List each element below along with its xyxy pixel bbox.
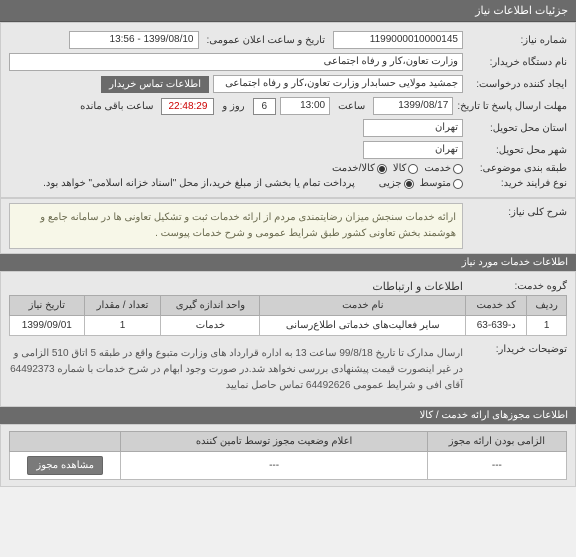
- deadline-date: 1399/08/17: [373, 97, 453, 115]
- need-no-label: شماره نیاز:: [467, 35, 567, 46]
- cell-code: د-639-63: [466, 316, 527, 336]
- radio-mid[interactable]: متوسط: [420, 178, 463, 189]
- city-label: شهر محل تحویل:: [467, 145, 567, 156]
- cell-name: سایر فعالیت‌های خدماتی اطلاع‌رسانی: [260, 316, 466, 336]
- org-name: وزارت تعاون،کار و رفاه اجتماعی: [9, 53, 463, 71]
- buy-type-radios: متوسط جزیی: [379, 178, 463, 189]
- col-status: اعلام وضعیت مجوز توسط تامین کننده: [121, 432, 427, 452]
- buyer-notes-label: توضیحات خریدار:: [467, 342, 567, 355]
- creator-label: ایجاد کننده درخواست:: [467, 79, 567, 90]
- deadline-label: مهلت ارسال پاسخ تا تاریخ:: [457, 101, 567, 112]
- public-date: 1399/08/10 - 13:56: [69, 31, 199, 49]
- col-view: [10, 432, 121, 452]
- need-no: 1199000010000145: [333, 31, 463, 49]
- creator-name: جمشید مولایی حسابدار وزارت تعاون،کار و ر…: [213, 75, 463, 93]
- days-remaining: 6: [253, 98, 277, 115]
- col-mandatory: الزامی بودن ارائه مجوز: [427, 432, 566, 452]
- city: تهران: [363, 141, 463, 159]
- license-section: الزامی بودن ارائه مجوز اعلام وضعیت مجوز …: [0, 424, 576, 487]
- license-row: --- --- مشاهده مجوز: [10, 452, 567, 480]
- category-label: طبقه بندی موضوعی:: [467, 163, 567, 174]
- countdown-timer: 22:48:29: [161, 98, 214, 115]
- deadline-time: 13:00: [280, 97, 330, 115]
- view-license-button[interactable]: مشاهده مجوز: [27, 456, 103, 475]
- buy-type-label: نوع فرایند خرید:: [467, 178, 567, 189]
- public-date-label: تاریخ و ساعت اعلان عمومی:: [207, 35, 326, 46]
- col-row: ردیف: [527, 296, 567, 316]
- panel-title: جزئیات اطلاعات نیاز: [0, 0, 576, 22]
- province: تهران: [363, 119, 463, 137]
- radio-goods[interactable]: کالا: [393, 163, 419, 174]
- category-radios: خدمت کالا کالا/خدمت: [332, 163, 463, 174]
- group-label: گروه خدمت:: [467, 281, 567, 292]
- license-table: الزامی بودن ارائه مجوز اعلام وضعیت مجوز …: [9, 431, 567, 480]
- cell-status: ---: [121, 452, 427, 480]
- items-section: گروه خدمت: اطلاعات و ارتباطات ردیف کد خد…: [0, 271, 576, 407]
- desc-text: ارائه خدمات سنجش میزان رضایتمندی مردم از…: [9, 203, 463, 249]
- radio-service[interactable]: خدمت: [424, 163, 463, 174]
- org-label: نام دستگاه خریدار:: [467, 57, 567, 68]
- col-code: کد خدمت: [466, 296, 527, 316]
- remain-label: ساعت باقی مانده: [80, 101, 153, 112]
- buyer-notes-text: ارسال مدارک تا تاریخ 99/8/18 ساعت 13 به …: [9, 342, 463, 398]
- top-section: شماره نیاز: 1199000010000145 تاریخ و ساع…: [0, 22, 576, 198]
- time-label: ساعت: [338, 101, 365, 112]
- cell-date: 1399/09/01: [10, 316, 85, 336]
- province-label: استان محل تحویل:: [467, 123, 567, 134]
- cell-qty: 1: [84, 316, 161, 336]
- col-unit: واحد اندازه گیری: [161, 296, 260, 316]
- radio-both[interactable]: کالا/خدمت: [332, 163, 387, 174]
- cell-unit: خدمات: [161, 316, 260, 336]
- col-date: تاریخ نیاز: [10, 296, 85, 316]
- items-header: اطلاعات خدمات مورد نیاز: [0, 254, 576, 271]
- license-header: اطلاعات مجوزهای ارائه خدمت / کالا: [0, 407, 576, 424]
- desc-section: شرح کلی نیاز: ارائه خدمات سنجش میزان رضا…: [0, 198, 576, 254]
- cell-no: 1: [527, 316, 567, 336]
- radio-part[interactable]: جزیی: [379, 178, 414, 189]
- col-name: نام خدمت: [260, 296, 466, 316]
- pay-note: پرداخت تمام یا بخشی از مبلغ خرید،از محل …: [43, 178, 355, 189]
- table-row[interactable]: 1 د-639-63 سایر فعالیت‌های خدماتی اطلاع‌…: [10, 316, 567, 336]
- desc-label: شرح کلی نیاز:: [467, 203, 567, 218]
- group-value: اطلاعات و ارتباطات: [372, 280, 463, 293]
- days-label: روز و: [222, 101, 244, 112]
- contact-buyer-button[interactable]: اطلاعات تماس خریدار: [101, 76, 209, 93]
- items-table: ردیف کد خدمت نام خدمت واحد اندازه گیری ت…: [9, 295, 567, 336]
- col-qty: تعداد / مقدار: [84, 296, 161, 316]
- cell-mandatory: ---: [427, 452, 566, 480]
